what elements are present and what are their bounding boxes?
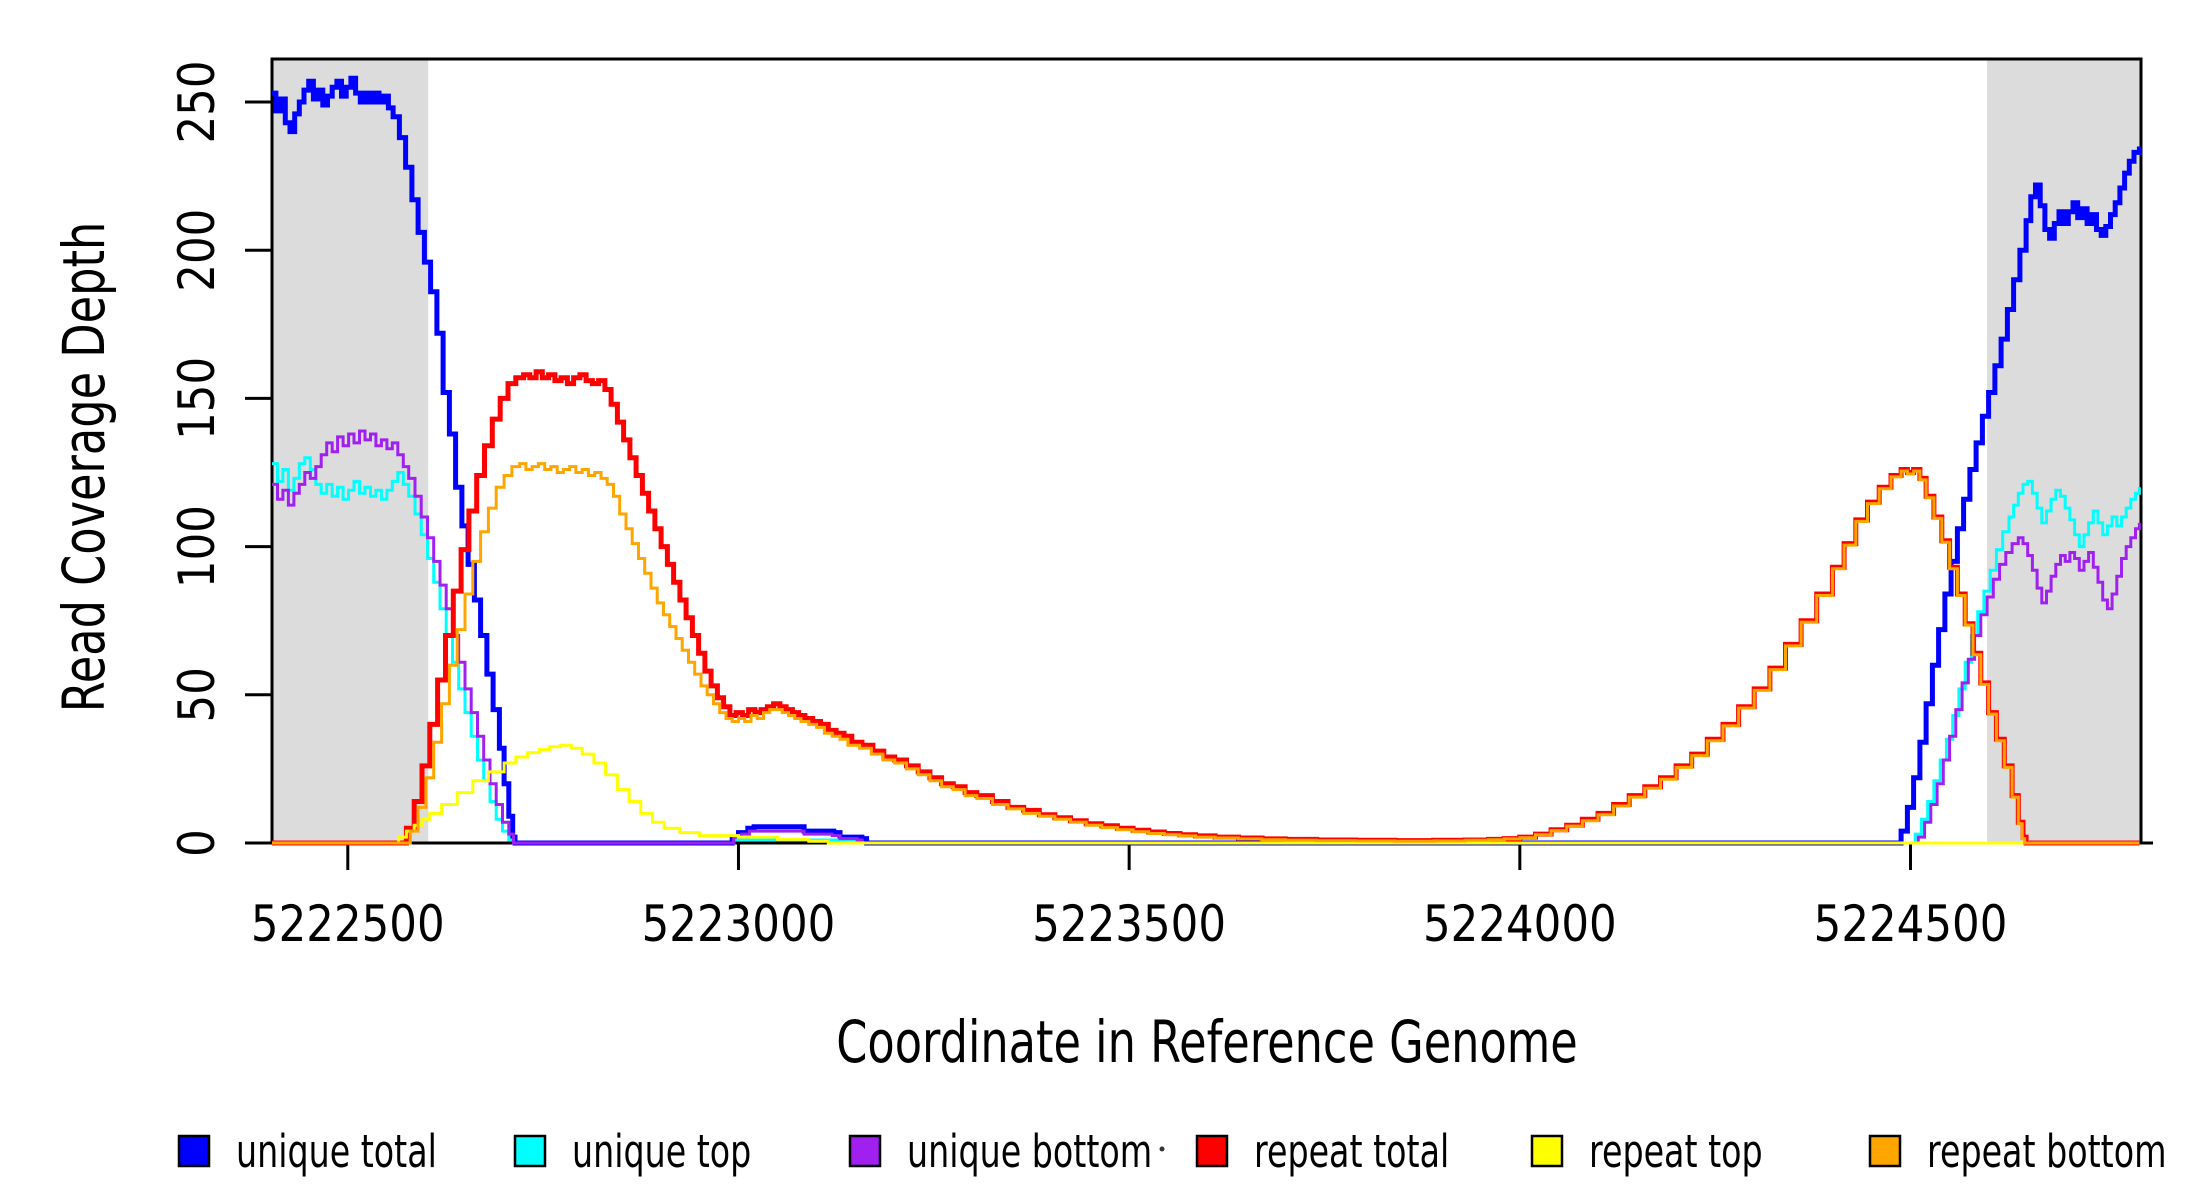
legend-swatch-repeat-top [1530, 1134, 1564, 1168]
y-tick-label: 50 [169, 667, 227, 722]
x-axis-title: Coordinate in Reference Genome [836, 1009, 1578, 1076]
legend-item-repeat-bottom: repeat bottom [1868, 1126, 2167, 1178]
legend-item-unique-total: unique total [177, 1126, 437, 1178]
legend-label-unique-total: unique total [236, 1126, 437, 1178]
series-line-unique-top [272, 456, 2141, 845]
legend-item-unique-bottom: unique bottom [848, 1126, 1152, 1178]
legend-label-repeat-total: repeat total [1254, 1126, 1449, 1178]
stray-dot-artifact [1159, 1146, 1165, 1152]
legend: unique total unique top unique bottom re… [177, 1126, 2167, 1178]
y-tick-label: 200 [169, 209, 227, 292]
shaded-region-0 [272, 60, 429, 843]
legend-item-repeat-top: repeat top [1530, 1126, 1763, 1178]
series-line-unique-bottom [272, 429, 2141, 845]
legend-item-repeat-total: repeat total [1195, 1126, 1449, 1178]
x-tick-label: 5223500 [1032, 896, 1226, 954]
legend-label-unique-top: unique top [572, 1126, 751, 1178]
y-tick-label: 100 [169, 505, 227, 588]
x-tick-label: 5224500 [1814, 896, 2008, 954]
legend-swatch-unique-bottom [848, 1134, 882, 1168]
series-line-unique-total [272, 75, 2142, 846]
y-tick-label: 150 [169, 357, 227, 440]
y-tick-label: 0 [169, 829, 227, 857]
legend-label-repeat-top: repeat top [1589, 1126, 1763, 1178]
x-tick-label: 5222500 [251, 896, 445, 954]
legend-swatch-repeat-total [1195, 1134, 1229, 1168]
legend-swatch-unique-total [177, 1134, 211, 1168]
series-line-repeat-bottom [272, 462, 2140, 845]
legend-item-unique-top: unique top [513, 1126, 751, 1178]
y-axis-title: Read Coverage Depth [51, 222, 118, 713]
series-line-repeat-total [272, 369, 2140, 846]
series-lines [272, 75, 2142, 846]
plot-border-box [270, 57, 2143, 845]
legend-label-unique-bottom: unique bottom [907, 1126, 1152, 1178]
series-line-repeat-top [272, 743, 2140, 845]
legend-swatch-repeat-bottom [1868, 1134, 1902, 1168]
axis-ticks: 5222500 5223000 5223500 5224000 5224500 0 50 10… [169, 60, 2007, 953]
x-tick-label: 5223000 [642, 896, 836, 954]
x-tick-label: 5224000 [1423, 896, 1617, 954]
legend-label-repeat-bottom: repeat bottom [1927, 1126, 2167, 1178]
legend-swatch-unique-top [513, 1134, 547, 1168]
shaded-flank-regions [272, 60, 2141, 843]
y-tick-label: 250 [169, 60, 227, 143]
shaded-region-1 [1987, 60, 2141, 843]
